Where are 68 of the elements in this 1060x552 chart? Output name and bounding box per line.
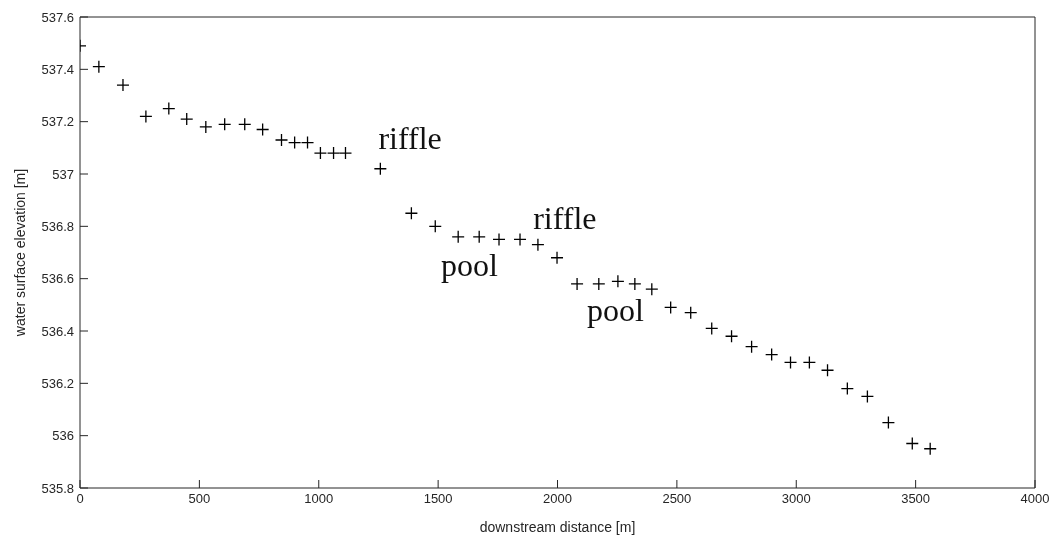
point <box>923 442 937 456</box>
point <box>783 355 798 370</box>
point <box>199 120 213 134</box>
point <box>765 347 779 362</box>
x-tick-label: 1500 <box>423 491 453 507</box>
point <box>664 300 678 315</box>
point <box>744 340 759 354</box>
y-tick-label: 535.8 <box>41 480 74 496</box>
point <box>628 277 642 291</box>
point <box>472 230 486 244</box>
y-tick-label: 537.2 <box>41 114 74 130</box>
point <box>139 109 153 124</box>
point <box>905 436 919 451</box>
point <box>570 277 584 291</box>
point <box>238 117 252 131</box>
point <box>840 381 854 396</box>
y-tick-label: 536.2 <box>41 375 74 391</box>
x-tick-label: 1000 <box>304 491 334 507</box>
point <box>592 277 606 291</box>
point <box>162 101 176 116</box>
annotation: pool <box>587 291 645 328</box>
x-tick-label: 2000 <box>543 491 572 507</box>
y-tick-label: 536.4 <box>41 323 74 339</box>
point <box>611 274 625 288</box>
point <box>860 389 875 404</box>
annotation: riffle <box>533 199 597 236</box>
annotation: pool <box>440 247 498 284</box>
y-tick-label: 536.8 <box>41 218 74 234</box>
y-tick-label: 536.6 <box>41 271 74 287</box>
point <box>550 251 564 265</box>
point <box>428 219 442 233</box>
y-tick-label: 536 <box>52 428 74 444</box>
point <box>705 321 719 336</box>
point <box>645 282 659 296</box>
point <box>218 117 232 131</box>
point <box>180 112 194 126</box>
point <box>492 232 506 247</box>
point <box>373 162 387 176</box>
x-tick-label: 2500 <box>662 491 692 507</box>
point <box>92 60 106 74</box>
y-tick-label: 537.6 <box>41 9 74 25</box>
x-axis-title: downstream distance [m] <box>479 519 636 535</box>
x-tick-label: 500 <box>188 491 211 507</box>
point <box>116 78 130 92</box>
point <box>451 230 465 244</box>
point <box>404 206 419 220</box>
point <box>802 355 817 370</box>
point <box>820 363 835 377</box>
point <box>684 306 698 320</box>
y-tick-label: 537 <box>52 166 74 182</box>
point <box>531 238 545 252</box>
x-tick-label: 3500 <box>901 491 931 507</box>
x-tick-label: 3000 <box>781 491 811 507</box>
y-tick-label: 537.4 <box>41 61 74 77</box>
point <box>287 135 302 150</box>
x-tick-label: 0 <box>76 491 84 507</box>
point <box>881 415 896 430</box>
y-axis-title: water surface elevation [m] <box>11 168 28 338</box>
point <box>313 146 328 160</box>
point <box>513 232 527 247</box>
point <box>326 146 341 160</box>
point <box>255 122 270 137</box>
point <box>338 146 353 160</box>
point <box>724 329 739 343</box>
point <box>300 135 315 150</box>
annotation: riffle <box>378 119 442 156</box>
point <box>274 133 289 147</box>
x-tick-label: 4000 <box>1020 491 1050 507</box>
